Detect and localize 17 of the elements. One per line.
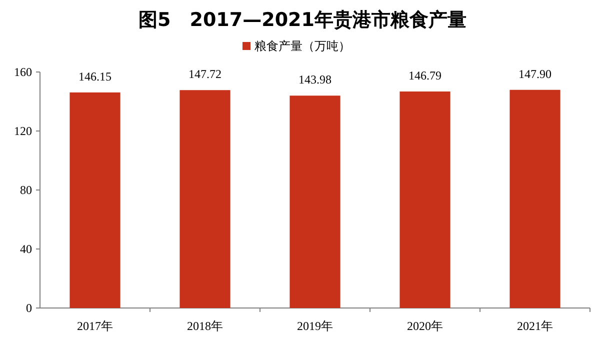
y-tick-label: 0 — [26, 301, 32, 315]
y-tick-label: 160 — [14, 65, 32, 79]
x-tick-label: 2017年 — [77, 319, 113, 333]
x-tick-label: 2020年 — [407, 319, 443, 333]
x-tick-label: 2019年 — [297, 319, 333, 333]
y-tick-label: 120 — [14, 124, 32, 138]
y-tick-label: 40 — [20, 242, 32, 256]
text: 146.79 — [408, 68, 442, 82]
chart-title: 图5 2017—2021年贵港市粮食产量 — [138, 9, 466, 31]
text: 147.72 — [188, 67, 222, 82]
y-tick-label: 80 — [20, 183, 32, 197]
text: 147.90 — [518, 66, 552, 81]
x-tick-label: 2021年 — [517, 319, 553, 333]
text: 146.15 — [78, 69, 112, 84]
text: 143.98 — [298, 72, 332, 87]
legend: 粮食产量（万吨） — [242, 39, 350, 53]
x-tick-label: 2018年 — [187, 319, 223, 333]
